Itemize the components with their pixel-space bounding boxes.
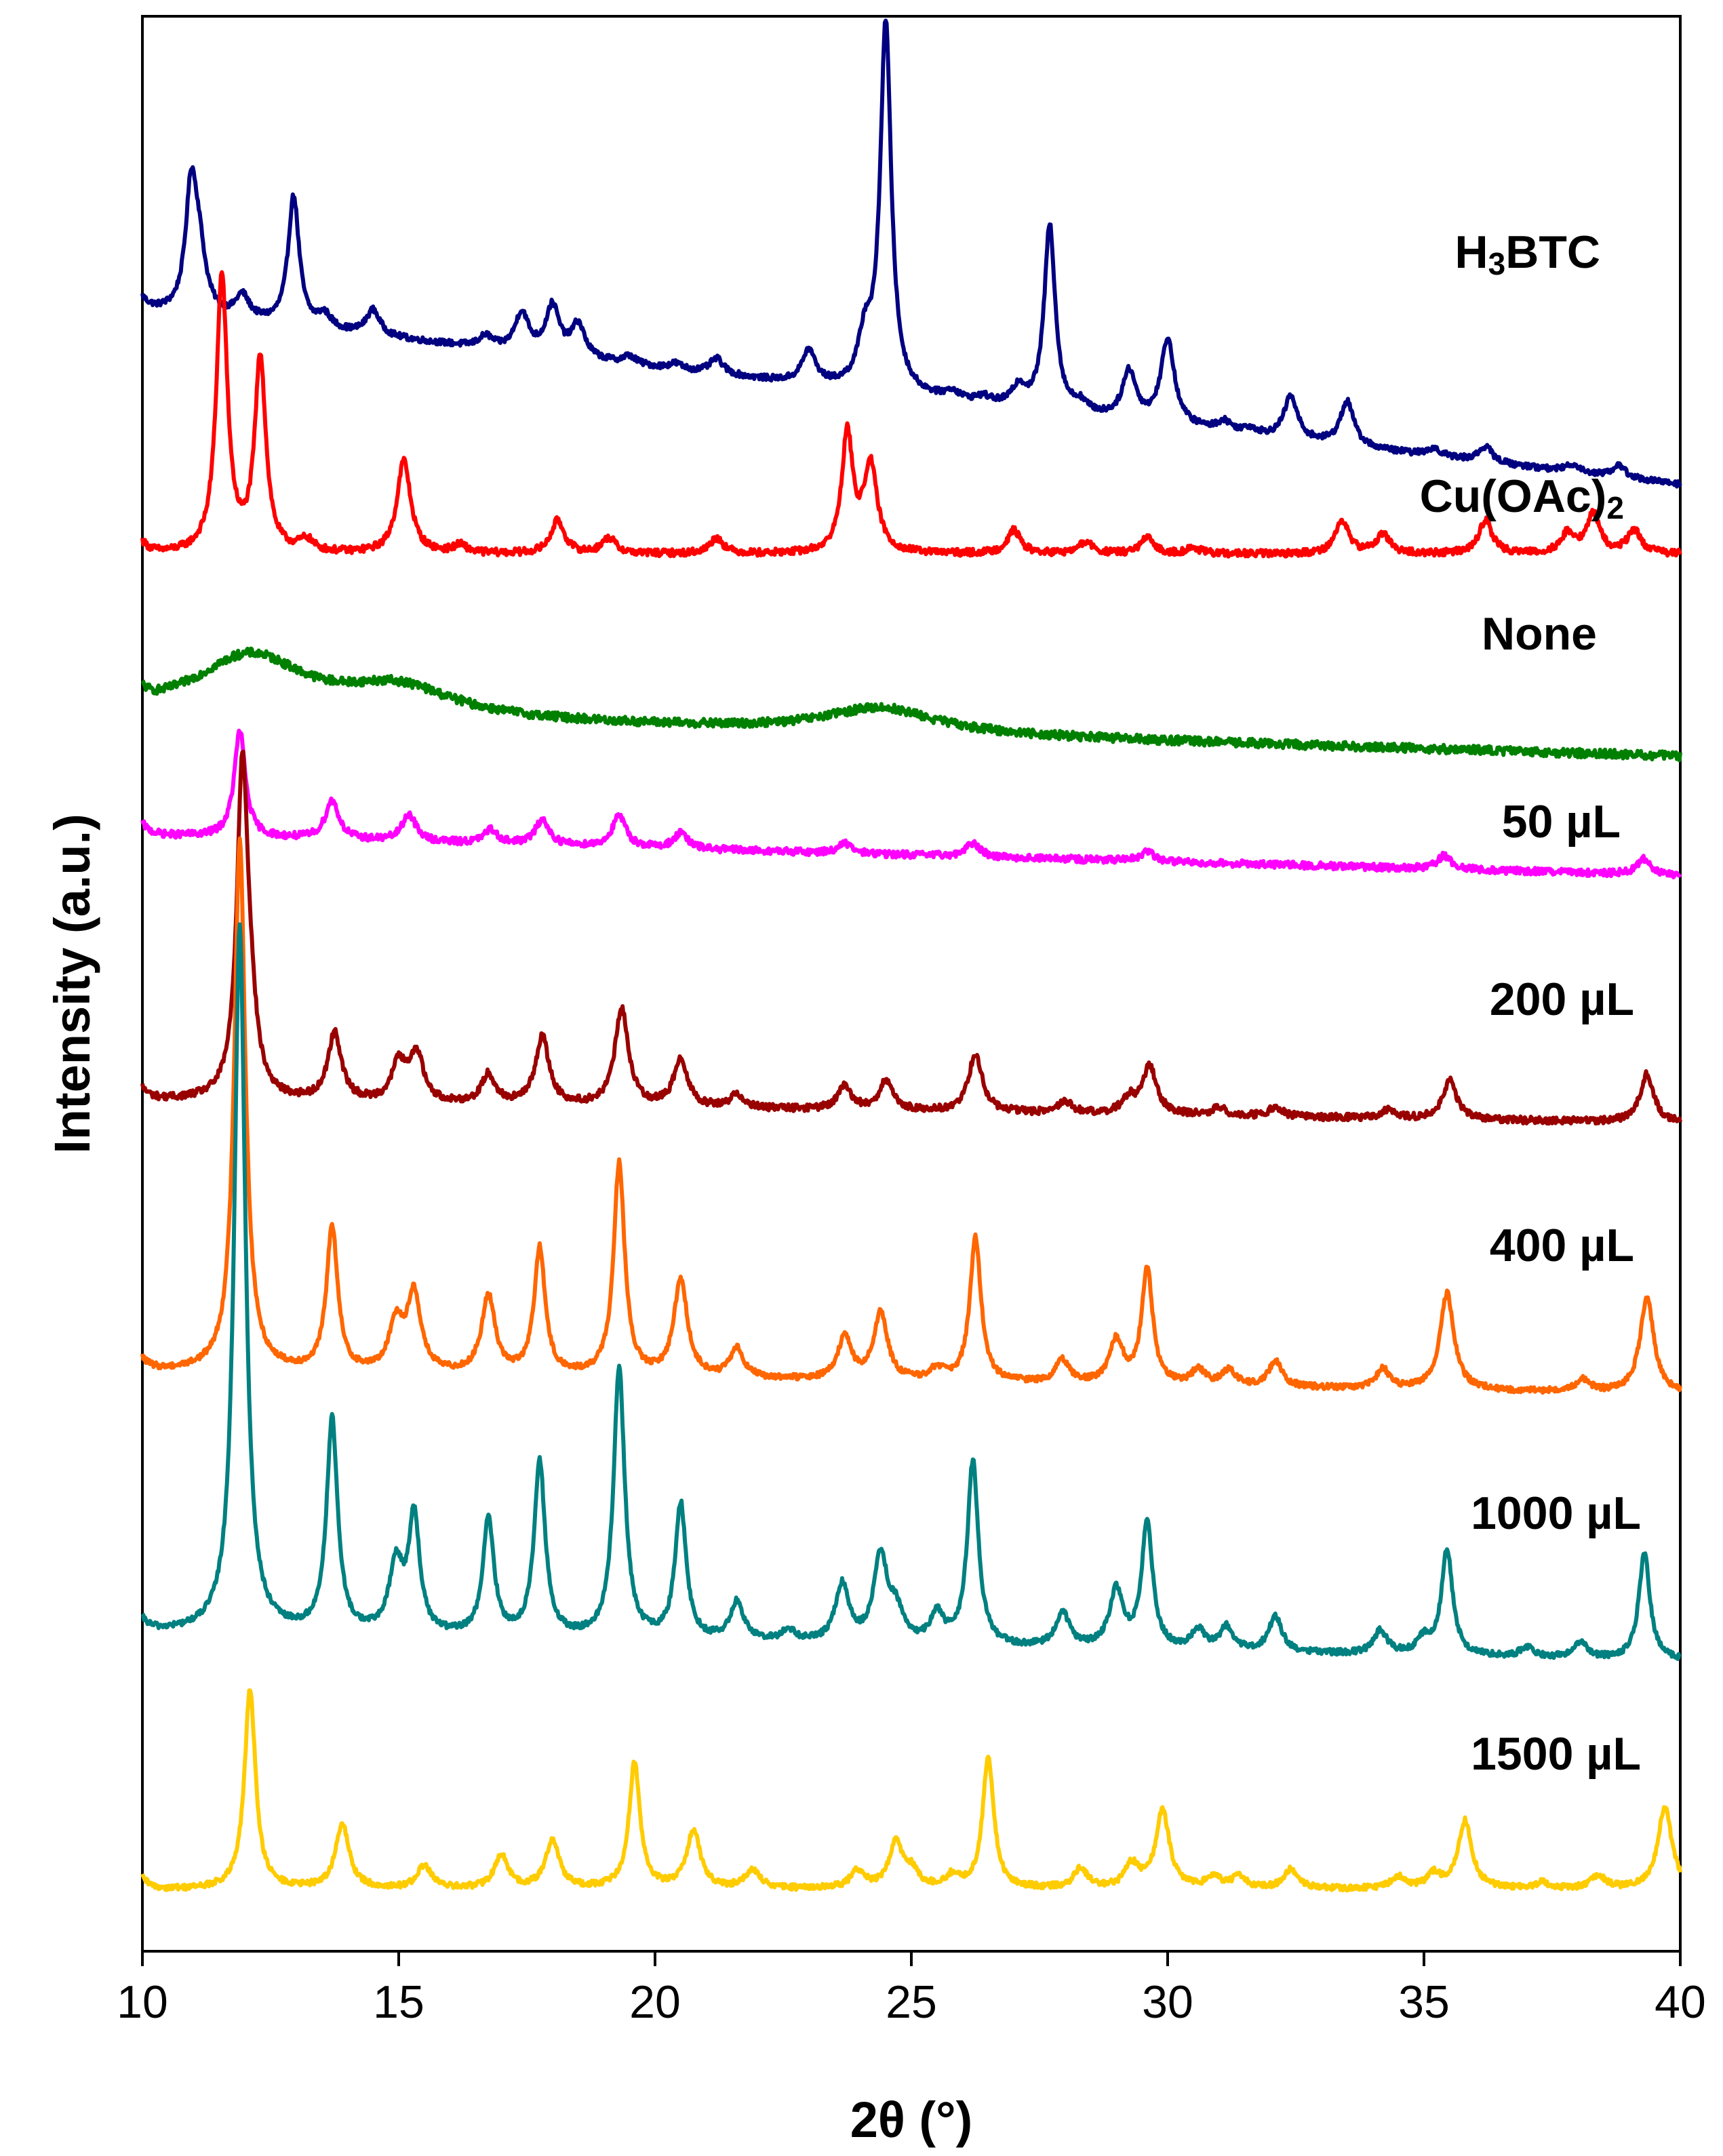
series-label-subscript: 3 bbox=[1488, 246, 1506, 281]
x-axis-title: 2θ (°) bbox=[850, 2092, 973, 2148]
series-line-3 bbox=[140, 728, 1682, 880]
x-tick-label: 15 bbox=[373, 1976, 424, 2028]
series-label-7: 1500 µL bbox=[1471, 1728, 1641, 1780]
series-label-subscript: 2 bbox=[1606, 490, 1624, 525]
y-axis-title: Intensity (a.u.) bbox=[44, 814, 100, 1154]
series-line-6 bbox=[140, 922, 1682, 1661]
series-label-main: H bbox=[1455, 226, 1488, 278]
series-label-rest: BTC bbox=[1505, 226, 1600, 278]
x-tick-label: 30 bbox=[1142, 1976, 1193, 2028]
series-label-5: 400 µL bbox=[1490, 1220, 1634, 1271]
series-label-4: 200 µL bbox=[1490, 974, 1634, 1025]
series-label-main: Cu(OAc) bbox=[1420, 471, 1607, 522]
series-label-main: 1500 µL bbox=[1471, 1728, 1641, 1780]
x-tick-label: 25 bbox=[886, 1976, 937, 2028]
series-line-5 bbox=[140, 836, 1682, 1395]
series-label-3: 50 µL bbox=[1502, 796, 1621, 847]
series-lines bbox=[140, 18, 1682, 1893]
x-axis-ticks bbox=[141, 1951, 1682, 1966]
series-line-1 bbox=[140, 270, 1682, 559]
series-label-main: 200 µL bbox=[1490, 974, 1634, 1025]
series-label-2: None bbox=[1482, 608, 1597, 660]
series-label-main: None bbox=[1482, 608, 1597, 660]
series-label-1: Cu(OAc)2 bbox=[1420, 471, 1624, 525]
series-labels: H3BTC Cu(OAc)2 None 50 µL 200 µL 400 µL 1000 µ… bbox=[1420, 226, 1641, 1780]
x-tick-label: 10 bbox=[117, 1976, 168, 2028]
series-label-main: 1000 µL bbox=[1471, 1488, 1641, 1539]
series-label-main: 400 µL bbox=[1490, 1220, 1634, 1271]
x-tick-label: 40 bbox=[1655, 1976, 1706, 2028]
x-axis-tick-labels: 10 15 20 25 30 35 40 bbox=[117, 1976, 1706, 2028]
series-line-0 bbox=[140, 18, 1682, 489]
series-label-6: 1000 µL bbox=[1471, 1488, 1641, 1539]
series-line-2 bbox=[140, 646, 1682, 763]
series-label-main: 50 µL bbox=[1502, 796, 1621, 847]
series-line-7 bbox=[140, 1688, 1682, 1893]
series-label-0: H3BTC bbox=[1455, 226, 1600, 281]
x-tick-label: 20 bbox=[629, 1976, 681, 2028]
series-line-4 bbox=[140, 749, 1682, 1126]
x-tick-label: 35 bbox=[1398, 1976, 1450, 2028]
